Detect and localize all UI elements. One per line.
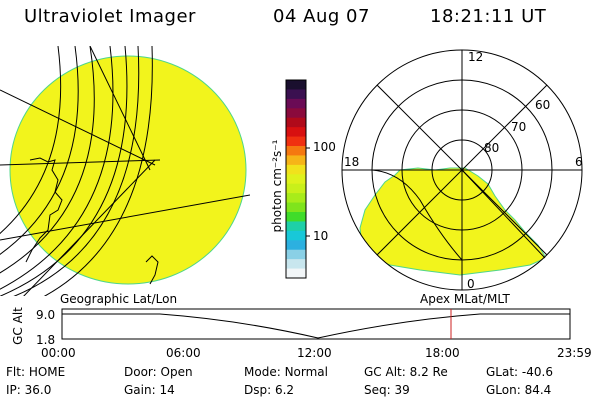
x-tick-1800: 18:00 [425,346,460,360]
ring-label-60: 60 [535,98,550,112]
status-glon: GLon: 84.4 [486,383,552,397]
ring-label-70: 70 [511,120,526,134]
colorbar-segment [286,89,306,100]
status-flt: Flt: HOME [6,365,66,379]
intensity-colorbar [285,79,310,279]
x-tick-2359: 23:59 [557,346,592,360]
timeline-right-label: Apex MLat/MLT [420,292,510,306]
colorbar-frame [285,79,307,279]
colorbar-segment [286,127,306,138]
status-gc-alt: GC Alt: 8.2 Re [364,365,448,379]
colorbar-segment [286,193,306,204]
colorbar-tick-10: 10 [313,229,328,243]
colorbar-segment [286,240,306,251]
x-tick-1200: 12:00 [297,346,332,360]
colorbar-segment [286,146,306,156]
mlt-label-0: 0 [467,277,475,291]
longitude-lines [0,46,250,296]
polar-aurora-region [359,167,547,276]
image-date: 04 Aug 07 [273,6,370,27]
colorbar-segment [286,80,306,90]
timeline-left-label: Geographic Lat/Lon [60,292,177,306]
colorbar-segment [286,268,306,279]
colorbar-segment [286,174,306,185]
colorbar-segment [286,155,306,166]
x-tick-0000: 00:00 [41,346,76,360]
mlt-label-6: 6 [575,155,583,169]
colorbar-segment [286,221,306,232]
instrument-title: Ultraviolet Imager [24,6,196,27]
colorbar-segment [286,98,306,109]
colorbar-segment [286,108,306,119]
x-tick-0600: 06:00 [166,346,201,360]
colorbar-segment [286,183,306,194]
status-glat: GLat: -40.6 [486,365,553,379]
status-dsp: Dsp: 6.2 [244,383,295,397]
polar-terminator-curve [371,169,463,261]
status-door: Door: Open [124,365,193,379]
image-time: 18:21:11 UT [430,6,547,27]
colorbar-segment [286,259,306,270]
mlt-label-18: 18 [344,155,359,169]
colorbar-segment [286,249,306,260]
colorbar-tick-100: 100 [313,140,336,154]
status-seq: Seq: 39 [364,383,410,397]
colorbar-unit-label: photon cm⁻²s⁻¹ [270,139,284,232]
status-ip: IP: 36.0 [6,383,52,397]
timeline-y-title: GC Alt [11,307,25,345]
ring-label-80: 80 [484,141,499,155]
colorbar-segment [286,117,306,128]
colorbar-segment [286,136,306,147]
timeline-frame [61,308,571,340]
colorbar-segment [286,164,306,175]
geographic-image-panel [0,46,250,296]
y-tick-low: 1.8 [36,333,55,347]
polar-mlt-plot: 80 70 60 12 18 6 0 [341,49,583,291]
latitude-lines [0,46,153,296]
altitude-curve [62,313,570,339]
colorbar-segment [286,212,306,222]
colorbar-segment [286,202,306,213]
status-gain: Gain: 14 [124,383,175,397]
colorbar-segment [286,230,306,241]
coastline [25,157,159,285]
mlt-label-12: 12 [468,50,483,64]
status-mode: Mode: Normal [244,365,328,379]
altitude-timeline: Geographic Lat/Lon Apex MLat/MLT GC Alt … [11,292,592,360]
aurora-image-disk [9,55,247,285]
y-tick-high: 9.0 [36,308,55,322]
